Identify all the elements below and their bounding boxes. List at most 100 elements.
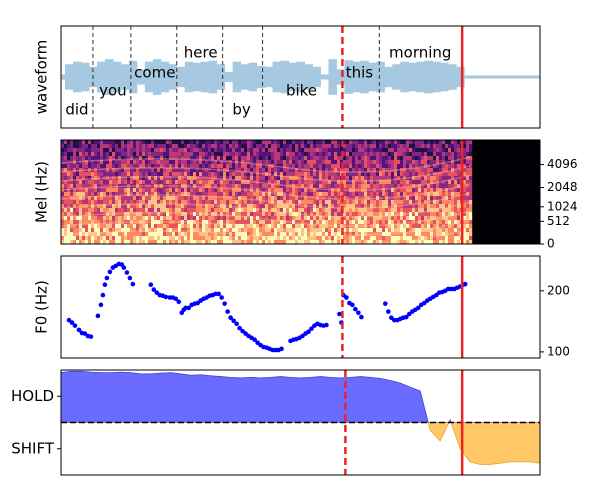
spectrogram-cell	[286, 164, 290, 169]
spectrogram-cell	[385, 184, 389, 189]
spectrogram-cell	[412, 152, 416, 157]
spectrogram-cell	[205, 148, 209, 153]
spectrogram-cell	[169, 240, 173, 244]
spectrogram-cell	[163, 152, 167, 157]
spectrogram-cell	[268, 220, 272, 225]
spectrogram-cell	[166, 184, 170, 189]
spectrogram-cell	[409, 236, 413, 241]
spectrogram-cell	[151, 192, 155, 197]
spectrogram-cell	[400, 220, 404, 225]
spectrogram-cell	[376, 140, 380, 145]
spectrogram-cell	[292, 180, 296, 185]
spectrogram-cell	[436, 176, 440, 181]
spectrogram-cell	[433, 212, 437, 217]
spectrogram-cell	[181, 164, 185, 169]
spectrogram-cell	[76, 140, 80, 145]
spectrogram-cell	[457, 240, 461, 244]
spectrogram-cell	[346, 232, 350, 237]
spectrogram-cell	[157, 176, 161, 181]
spectrogram-cell	[199, 152, 203, 157]
spectrogram-cell	[214, 140, 218, 145]
plot-area	[61, 140, 540, 244]
spectrogram-cell	[217, 148, 221, 153]
spectrogram-cell	[67, 200, 71, 205]
spectrogram-cell	[448, 220, 452, 225]
spectrogram-cell	[457, 164, 461, 169]
spectrogram-cell	[85, 212, 89, 217]
spectrogram-cell	[454, 168, 458, 173]
spectrogram-cell	[202, 160, 206, 165]
spectrogram-cell	[241, 200, 245, 205]
spectrogram-cell	[196, 216, 200, 221]
spectrogram-cell	[85, 156, 89, 161]
spectrogram-cell	[184, 192, 188, 197]
spectrogram-cell	[214, 172, 218, 177]
spectrogram-cell	[91, 152, 95, 157]
spectrogram-cell	[448, 156, 452, 161]
spectrogram-cell	[427, 224, 431, 229]
spectrogram-cell	[226, 192, 230, 197]
spectrogram-cell	[436, 148, 440, 153]
spectrogram-cell	[316, 152, 320, 157]
spectrogram-cell	[217, 176, 221, 181]
spectrogram-cell	[454, 192, 458, 197]
spectrogram-cell	[346, 196, 350, 201]
spectrogram-cell	[193, 160, 197, 165]
spectrogram-cell	[430, 164, 434, 169]
spectrogram-cell	[169, 172, 173, 177]
spectrogram-cell	[418, 228, 422, 233]
spectrogram-cell	[445, 168, 449, 173]
spectrogram-cell	[241, 180, 245, 185]
spectrogram-cell	[181, 224, 185, 229]
spectrogram-cell	[379, 236, 383, 241]
spectrogram-cell	[322, 228, 326, 233]
spectrogram-cell	[463, 160, 467, 165]
spectrogram-cell	[391, 172, 395, 177]
f0-point	[353, 306, 358, 312]
spectrogram-cell	[211, 156, 215, 161]
spectrogram-cell	[256, 148, 260, 153]
spectrogram-cell	[142, 144, 146, 149]
spectrogram-cell	[400, 228, 404, 233]
spectrogram-cell	[469, 236, 473, 241]
spectrogram-cell	[61, 192, 65, 197]
spectrogram-cell	[130, 148, 134, 153]
spectrogram-cell	[370, 224, 374, 229]
spectrogram-cell	[106, 192, 110, 197]
spectrogram-cell	[328, 152, 332, 157]
spectrogram-cell	[415, 196, 419, 201]
spectrogram-cell	[178, 156, 182, 161]
spectrogram-cell	[397, 232, 401, 237]
spectrogram-cell	[310, 200, 314, 205]
spectrogram-cell	[235, 200, 239, 205]
spectrogram-cell	[67, 232, 71, 237]
spectrogram-cell	[403, 180, 407, 185]
spectrogram-cell	[166, 216, 170, 221]
spectrogram-cell	[469, 200, 473, 205]
spectrogram-cell	[376, 144, 380, 149]
spectrogram-cell	[70, 236, 74, 241]
spectrogram-cell	[121, 192, 125, 197]
spectrogram-cell	[334, 148, 338, 153]
spectrogram-cell	[148, 204, 152, 209]
spectrogram-cell	[100, 240, 104, 244]
spectrogram-cell	[220, 140, 224, 145]
spectrogram-cell	[415, 208, 419, 213]
spectrogram-cell	[256, 232, 260, 237]
spectrogram-cell	[424, 220, 428, 225]
spectrogram-cell	[265, 228, 269, 233]
spectrogram-cell	[79, 180, 83, 185]
spectrogram-cell	[136, 156, 140, 161]
spectrogram-cell	[160, 188, 164, 193]
waveform-sample	[528, 75, 537, 79]
spectrogram-cell	[73, 188, 77, 193]
spectrogram-cell	[205, 228, 209, 233]
spectrogram-cell	[157, 240, 161, 244]
spectrogram-cell	[355, 164, 359, 169]
spectrogram-cell	[313, 216, 317, 221]
spectrogram-cell	[289, 208, 293, 213]
spectrogram-cell	[412, 212, 416, 217]
spectrogram-cell	[361, 232, 365, 237]
spectrogram-cell	[277, 232, 281, 237]
